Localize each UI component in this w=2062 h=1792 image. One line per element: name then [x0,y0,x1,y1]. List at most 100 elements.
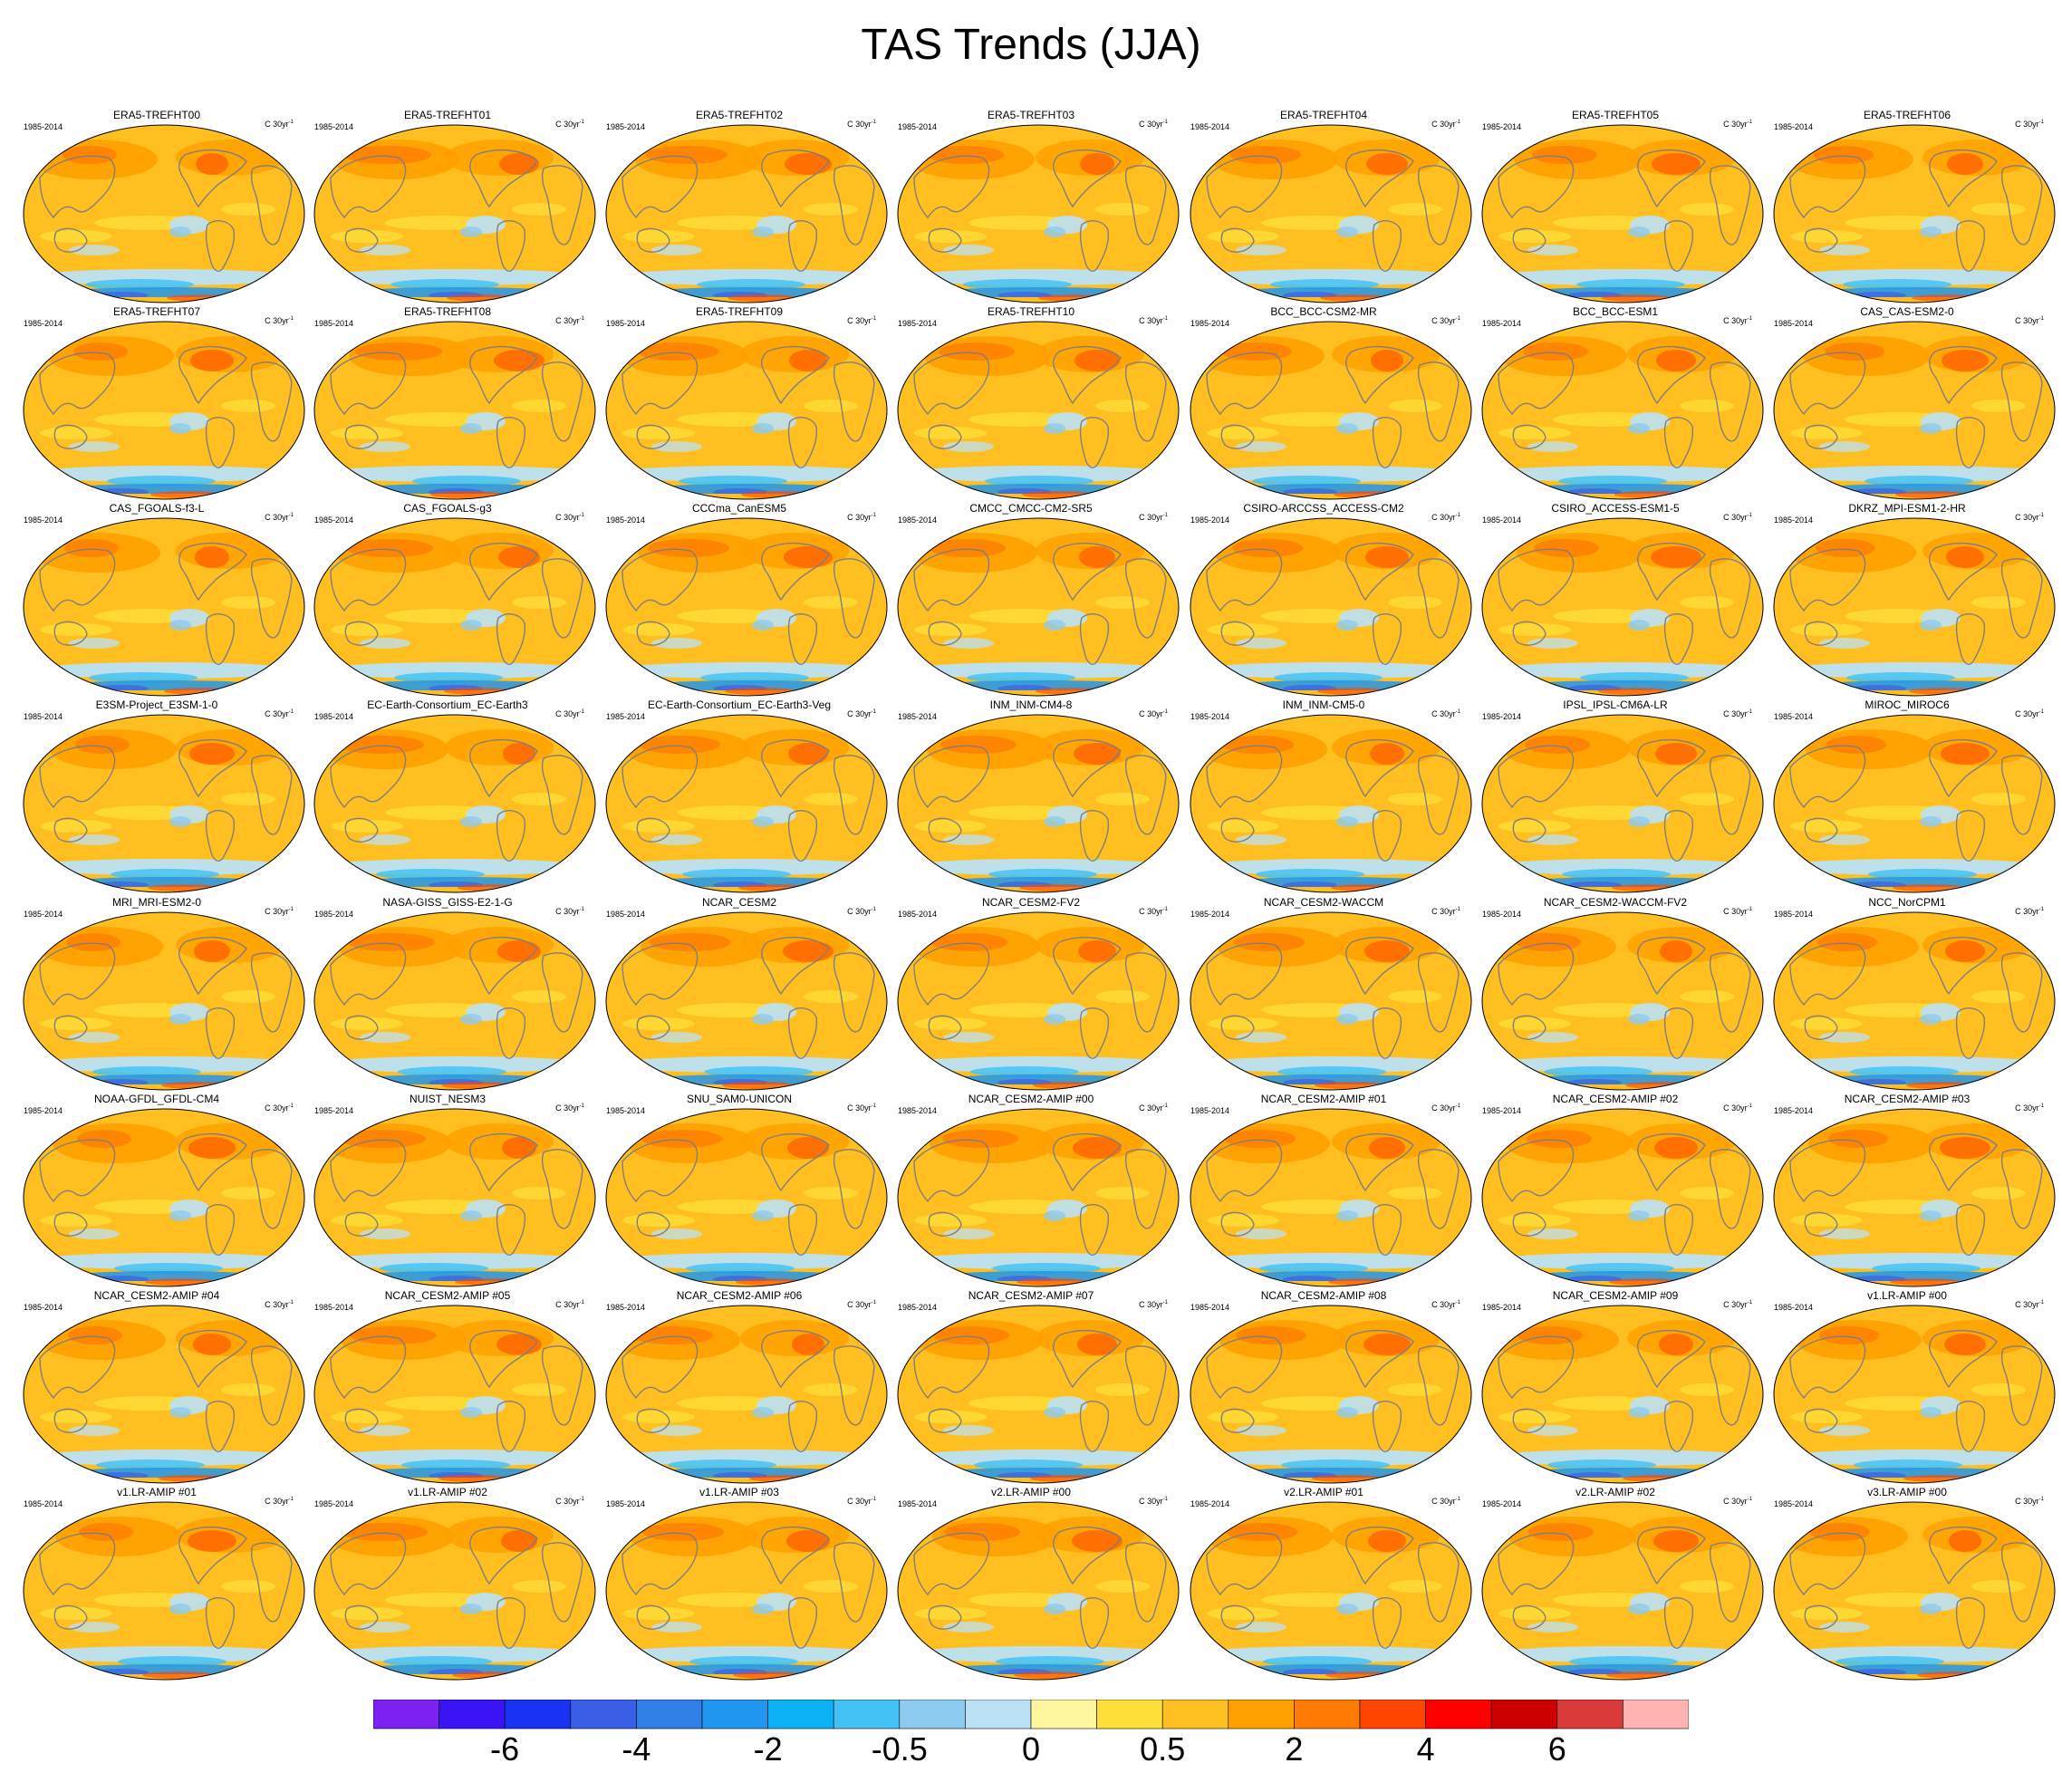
trend-map [1481,124,1764,303]
trend-map [1190,911,1472,1091]
panel-title: ERA5-TREFHT10 [987,305,1075,318]
panel-units: C 30yr-1 [555,1103,584,1113]
panel-units: C 30yr-1 [847,316,876,325]
panel-units: C 30yr-1 [1723,513,1752,522]
panel-title: NOAA-GFDL_GFDL-CM4 [93,1093,220,1105]
panel-title: v1.LR-AMIP #01 [117,1486,197,1498]
map-panel: ERA5-TREFHT08 1985-2014 C 30yr-1 [302,305,596,502]
panel-units: C 30yr-1 [1723,1300,1752,1309]
panel-period: 1985-2014 [606,122,646,131]
panel-period: 1985-2014 [314,1303,354,1312]
colorbar-tick-label: 4 [1416,1730,1435,1768]
map-panel: EC-Earth-Consortium_EC-Earth3-Veg 1985-20… [593,698,888,895]
colorbar-box [636,1700,703,1729]
trend-map [605,714,888,893]
panel-title: ERA5-TREFHT06 [1863,109,1951,121]
panel-title: NCAR_CESM2-AMIP #04 [93,1289,220,1302]
panel-period: 1985-2014 [898,910,938,919]
trend-map [1190,714,1472,893]
colorbar-box [833,1700,901,1729]
panel-title: ERA5-TREFHT07 [112,305,201,318]
colorbar-box [1556,1700,1624,1729]
trend-map [897,124,1180,303]
panel-period: 1985-2014 [1774,122,1814,131]
panel-title: NASA-GISS_GISS-E2-1-G [382,896,513,909]
panel-period: 1985-2014 [1482,515,1522,525]
trend-map [605,517,888,697]
panel-period: 1985-2014 [606,1499,646,1508]
panel-title: NUIST_NESM3 [409,1093,487,1105]
trend-map [23,1501,305,1681]
panel-period: 1985-2014 [606,910,646,919]
trend-map [1190,517,1472,697]
trend-map [23,1305,305,1484]
panel-title: INM_INM-CM5-0 [1282,698,1365,711]
panel-units: C 30yr-1 [265,1300,294,1309]
panel-period: 1985-2014 [1190,910,1230,919]
panel-units: C 30yr-1 [2015,120,2044,129]
colorbar-box [570,1700,637,1729]
map-panel: CAS_FGOALS-g3 1985-2014 C 30yr-1 [302,502,596,698]
trend-map [1481,321,1764,500]
map-panel: BCC_BCC-CSM2-MR 1985-2014 C 30yr-1 [1178,305,1472,502]
trend-map [605,1108,888,1287]
map-panel: ERA5-TREFHT05 1985-2014 C 30yr-1 [1469,109,1764,305]
trend-map [1773,124,2056,303]
panel-title: CMCC_CMCC-CM2-SR5 [969,502,1093,515]
panel-title: MIROC_MIROC6 [1864,698,1950,711]
colorbar-tick-label: 2 [1285,1730,1304,1768]
panel-units: C 30yr-1 [1139,907,1168,916]
panel-period: 1985-2014 [24,1499,63,1508]
panel-title: NCAR_CESM2-AMIP #05 [384,1289,511,1302]
trend-map [1481,1501,1764,1681]
panel-title: INM_INM-CM4-8 [989,698,1073,711]
panel-title: v1.LR-AMIP #00 [1867,1289,1947,1302]
panel-period: 1985-2014 [898,319,938,328]
panel-units: C 30yr-1 [265,316,294,325]
panel-period: 1985-2014 [24,1303,63,1312]
map-panel: v2.LR-AMIP #01 1985-2014 C 30yr-1 [1178,1486,1472,1682]
panel-units: C 30yr-1 [847,1300,876,1309]
panel-title: NCAR_CESM2-AMIP #08 [1260,1289,1387,1302]
panel-title: ERA5-TREFHT03 [987,109,1075,121]
panel-units: C 30yr-1 [555,1300,584,1309]
map-panel: INM_INM-CM5-0 1985-2014 C 30yr-1 [1178,698,1472,895]
panel-title: IPSL_IPSL-CM6A-LR [1563,698,1668,711]
colorbar-box [504,1700,572,1729]
map-panel: ERA5-TREFHT01 1985-2014 C 30yr-1 [302,109,596,305]
map-panel: NCAR_CESM2-AMIP #04 1985-2014 C 30yr-1 [11,1289,305,1486]
panel-units: C 30yr-1 [1723,316,1752,325]
panel-units: C 30yr-1 [555,513,584,522]
panel-title: NCAR_CESM2-AMIP #01 [1260,1093,1387,1105]
colorbar-box [767,1700,834,1729]
trend-map [1481,1108,1764,1287]
panel-title: SNU_SAM0-UNICON [686,1093,792,1105]
colorbar-tick-label: -2 [753,1730,783,1768]
panel-title: ERA5-TREFHT00 [112,109,201,121]
trend-map [313,1108,596,1287]
panel-period: 1985-2014 [314,122,354,131]
panel-units: C 30yr-1 [1139,709,1168,718]
panel-units: C 30yr-1 [847,120,876,129]
panel-period: 1985-2014 [1482,122,1522,131]
panel-title: BCC_BCC-ESM1 [1572,305,1659,318]
map-panel: CSIRO_ACCESS-ESM1-5 1985-2014 C 30yr-1 [1469,502,1764,698]
trend-map [1773,1108,2056,1287]
map-panel: v2.LR-AMIP #00 1985-2014 C 30yr-1 [885,1486,1180,1682]
trend-map [605,124,888,303]
panel-units: C 30yr-1 [1139,120,1168,129]
map-panel: NUIST_NESM3 1985-2014 C 30yr-1 [302,1093,596,1289]
colorbar-box [1359,1700,1426,1729]
panel-title: ERA5-TREFHT09 [695,305,784,318]
trend-map [313,911,596,1091]
map-panel: CSIRO-ARCCSS_ACCESS-CM2 1985-2014 C 30yr-1 [1178,502,1472,698]
map-panel: NCAR_CESM2-AMIP #08 1985-2014 C 30yr-1 [1178,1289,1472,1486]
map-panel: CAS_FGOALS-f3-L 1985-2014 C 30yr-1 [11,502,305,698]
trend-map [605,321,888,500]
colorbar-box [1161,1700,1229,1729]
panel-units: C 30yr-1 [847,709,876,718]
trend-map [313,124,596,303]
panel-units: C 30yr-1 [2015,907,2044,916]
panel-period: 1985-2014 [898,1303,938,1312]
panel-title: CSIRO-ARCCSS_ACCESS-CM2 [1243,502,1404,515]
